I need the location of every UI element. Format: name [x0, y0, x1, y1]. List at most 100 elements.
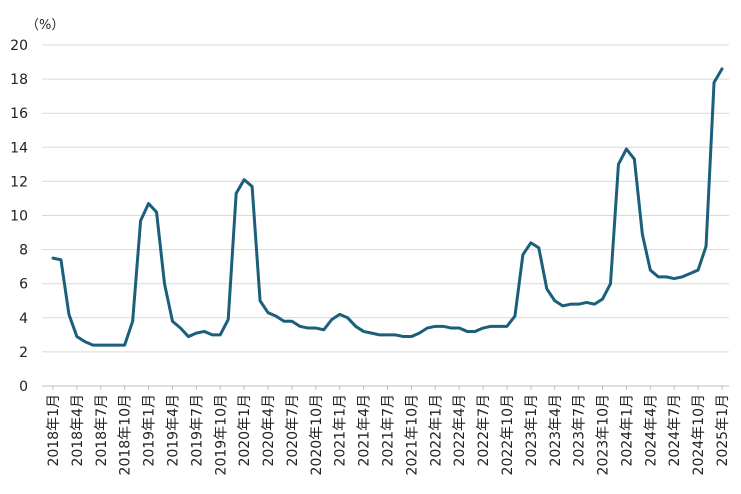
x-axis-tick-labels: 2018年1月 2018年4月 2018年7月 2018年10月 2019年1月 2019… [46, 394, 731, 475]
data-point [75, 335, 78, 338]
data-point [107, 344, 110, 347]
data-point [195, 332, 198, 335]
data-point [490, 325, 493, 328]
data-point [434, 325, 437, 328]
data-point [99, 344, 102, 347]
data-point [665, 275, 668, 278]
x-tick-label: 2018年7月 [94, 394, 110, 467]
x-tick-label: 2019年4月 [165, 394, 181, 467]
data-point [529, 241, 532, 244]
data-point [306, 327, 309, 330]
x-tick-label: 2025年1月 [715, 394, 731, 467]
data-point [689, 272, 692, 275]
data-point [697, 269, 700, 272]
data-point [561, 304, 564, 307]
x-tick-label: 2021年10月 [404, 394, 420, 475]
y-tick-label: 4 [19, 311, 28, 327]
y-tick-label: 20 [10, 38, 28, 54]
data-point [259, 299, 262, 302]
data-point [657, 275, 660, 278]
data-point [418, 332, 421, 335]
y-tick-label: 6 [19, 277, 28, 293]
x-tick-label: 2023年10月 [596, 394, 612, 475]
x-tick-label: 2019年7月 [189, 394, 205, 467]
data-point [83, 340, 86, 343]
data-point [227, 318, 230, 321]
data-point [713, 81, 716, 84]
data-point [394, 333, 397, 336]
data-point [370, 332, 373, 335]
x-tick-label: 2022年7月 [476, 394, 492, 467]
data-point [67, 313, 70, 316]
x-tick-label: 2018年4月 [70, 394, 86, 467]
data-point [52, 257, 55, 260]
data-point [402, 335, 405, 338]
data-point [203, 330, 206, 333]
data-point [450, 327, 453, 330]
y-tick-label: 14 [10, 140, 28, 156]
x-axis [52, 386, 723, 390]
data-point [681, 275, 684, 278]
data-point [513, 315, 516, 318]
data-point [553, 299, 556, 302]
data-point [482, 327, 485, 330]
data-point [593, 303, 596, 306]
data-point [442, 325, 445, 328]
data-point [410, 335, 413, 338]
data-point [243, 178, 246, 181]
data-point [346, 316, 349, 319]
x-tick-label: 2023年1月 [524, 394, 540, 467]
data-point [290, 320, 293, 323]
y-axis-tick-labels: 0 2 4 6 8 10 12 14 16 18 20 [10, 38, 28, 395]
data-point [338, 313, 341, 316]
x-tick-label: 2021年4月 [357, 394, 373, 467]
data-point [705, 245, 708, 248]
data-point [171, 320, 174, 323]
y-tick-label: 2 [19, 345, 28, 361]
data-point [322, 328, 325, 331]
y-tick-label: 18 [10, 72, 28, 88]
data-point [235, 192, 238, 195]
data-point [298, 325, 301, 328]
data-point [219, 333, 222, 336]
x-tick-label: 2020年4月 [261, 394, 277, 467]
data-point [537, 246, 540, 249]
data-point [466, 330, 469, 333]
data-point [163, 282, 166, 285]
data-point [267, 311, 270, 314]
y-tick-label: 12 [10, 174, 28, 190]
x-tick-label: 2020年10月 [309, 394, 325, 475]
x-tick-label: 2024年4月 [643, 394, 659, 467]
data-point [505, 325, 508, 328]
data-point [673, 277, 676, 280]
x-tick-label: 2022年4月 [452, 394, 468, 467]
y-axis-unit-label: （%） [26, 18, 64, 33]
data-point [314, 327, 317, 330]
data-point [625, 148, 628, 151]
data-point [131, 320, 134, 323]
x-tick-label: 2019年1月 [142, 394, 158, 467]
x-tick-label: 2024年10月 [691, 394, 707, 475]
data-point [609, 282, 612, 285]
data-point [601, 298, 604, 301]
data-point [498, 325, 501, 328]
y-tick-label: 0 [19, 379, 28, 395]
x-tick-label: 2023年7月 [572, 394, 588, 467]
x-tick-label: 2024年7月 [667, 394, 683, 467]
data-point [330, 318, 333, 321]
data-point [354, 325, 357, 328]
data-point [282, 320, 285, 323]
data-point [474, 330, 477, 333]
x-tick-label: 2022年10月 [500, 394, 516, 475]
data-point [155, 211, 158, 214]
data-point [458, 327, 461, 330]
data-point [426, 327, 429, 330]
data-point [179, 327, 182, 330]
data-point [362, 330, 365, 333]
data-point [577, 303, 580, 306]
data-point [139, 219, 142, 222]
data-point [633, 158, 636, 161]
data-point [275, 315, 278, 318]
data-point [187, 335, 190, 338]
